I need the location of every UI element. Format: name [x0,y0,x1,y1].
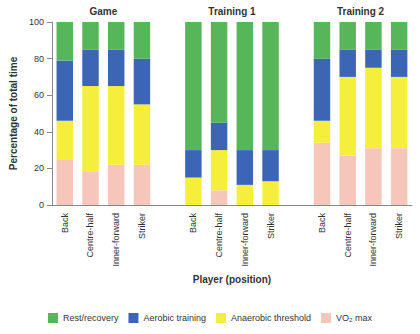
svg-text:Aerobic training: Aerobic training [143,313,206,323]
svg-text:40: 40 [34,127,44,137]
svg-text:Rest/recovery: Rest/recovery [63,313,119,323]
svg-text:Back: Back [317,213,327,234]
svg-text:20: 20 [34,163,44,173]
svg-text:Centre-half: Centre-half [343,213,353,258]
svg-text:Back: Back [188,213,198,234]
svg-text:Striker: Striker [266,213,276,239]
svg-text:Centre-half: Centre-half [214,213,224,258]
svg-text:VO₂ max: VO₂ max [336,313,373,323]
svg-text:Inner-forward: Inner-forward [368,213,378,267]
svg-text:Inner-forward: Inner-forward [111,213,121,267]
svg-text:60: 60 [34,90,44,100]
svg-text:Inner-forward: Inner-forward [240,213,250,267]
svg-text:Anaerobic threshold: Anaerobic threshold [231,313,311,323]
svg-text:Striker: Striker [137,213,147,239]
svg-text:Striker: Striker [394,213,404,239]
svg-text:0: 0 [39,200,44,210]
svg-text:80: 80 [34,54,44,64]
svg-text:Training 1: Training 1 [208,6,256,17]
svg-text:Game: Game [89,6,117,17]
svg-text:Percentage of total time: Percentage of total time [8,56,19,170]
svg-text:100: 100 [29,17,44,27]
svg-text:Centre-half: Centre-half [85,213,95,258]
svg-text:Back: Back [60,213,70,234]
svg-text:Player (position): Player (position) [193,274,271,285]
svg-text:Training 2: Training 2 [337,6,385,17]
